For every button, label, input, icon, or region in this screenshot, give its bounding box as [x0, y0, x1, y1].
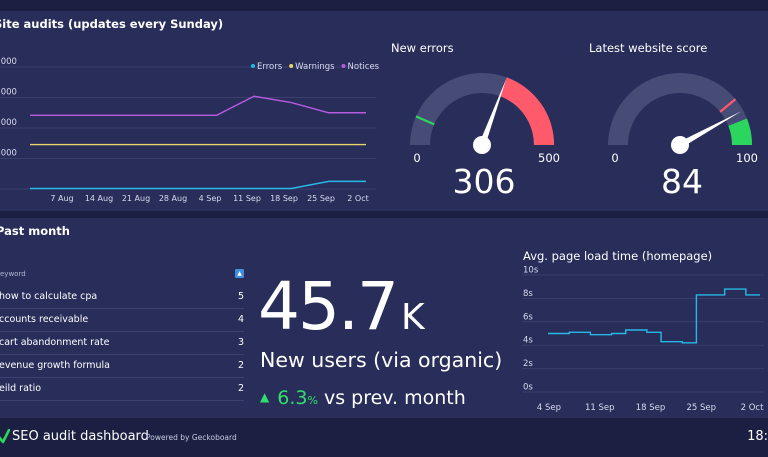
load-x-tick-label: 4 Sep: [537, 403, 561, 413]
change-label: vs prev. month: [323, 387, 466, 409]
load-y-tick-label: 4s: [523, 336, 533, 346]
website-score-min: 0: [611, 151, 618, 165]
y-tick-label: ,000: [0, 118, 17, 128]
keyword-row: ccounts receivable 4: [0, 308, 244, 332]
website-score-title: Latest website score: [589, 41, 708, 55]
new-users-number: 45.7: [258, 268, 399, 345]
legend-dot-notices: [341, 64, 346, 68]
website-score-needle-hub: [671, 136, 689, 154]
new-errors-title: New errors: [391, 41, 454, 55]
legend-dot-warnings: [289, 64, 294, 68]
dashboard-title: SEO audit dashboard: [12, 429, 149, 444]
keyword-count: 2: [237, 383, 244, 394]
new-errors-min: 0: [413, 151, 420, 165]
new-users-unit: K: [400, 297, 425, 338]
new-errors-value-fill: [499, 77, 554, 145]
y-tick-label: ,000: [0, 149, 17, 159]
load-x-tick-label: 2 Oct: [741, 403, 764, 413]
change-percent-sign: %: [307, 394, 318, 407]
load-x-tick-label: 11 Sep: [585, 403, 615, 413]
x-tick-label: 18 Sep: [270, 194, 298, 203]
keyword-row: how to calculate cpa 5: [0, 285, 244, 309]
x-tick-label: 11 Sep: [233, 194, 261, 203]
legend-label-warnings: Warnings: [295, 62, 335, 72]
load-y-tick-label: 0s: [523, 383, 533, 393]
legend-dot-errors: [251, 64, 255, 68]
load-x-tick-label: 25 Sep: [686, 403, 716, 413]
new-errors-max: 500: [538, 151, 560, 165]
site-audits-panel: Site audits (updates every Sunday) ,000,…: [0, 11, 381, 211]
keyword-table-header: eyword ▲: [0, 269, 244, 278]
new-errors-needle: [478, 79, 507, 147]
keyword-row: cart abandonment rate 3: [0, 331, 244, 355]
past-month-title: Past month: [0, 224, 70, 238]
up-arrow-icon: ▲: [260, 390, 270, 404]
keyword-text: how to calculate cpa: [0, 291, 98, 302]
x-tick-label: 28 Aug: [159, 194, 187, 203]
keyword-text: ccounts receivable: [0, 314, 89, 325]
footer: SEO audit dashboard Powered by Geckoboar…: [0, 418, 768, 457]
keyword-text: evenue growth formula: [0, 360, 110, 371]
legend-label-errors: Errors: [257, 62, 283, 72]
keyword-count: 3: [237, 337, 244, 348]
website-score-max: 100: [736, 151, 758, 165]
site-audits-chart: ,000 ,000 ,000 ,000 7 Aug 14 Aug 21 Aug 28 Aug 4…: [0, 57, 380, 203]
x-tick-label: 2 Oct: [347, 194, 368, 203]
load-y-tick-label: 6s: [523, 312, 533, 322]
new-users-value: 45.7 K: [258, 268, 425, 345]
website-score-needle: [678, 111, 742, 148]
load-y-tick-label: 10s: [523, 266, 539, 276]
y-tick-label: ,000: [0, 57, 17, 67]
website-score-track: [608, 73, 752, 145]
load-y-tick-label: 8s: [523, 289, 533, 299]
website-score-value: 84: [661, 162, 703, 201]
keyword-text: eild ratio: [0, 383, 42, 394]
new-errors-green-marker: [415, 115, 435, 126]
new-errors-value: 306: [453, 162, 516, 201]
keyword-count: 4: [237, 314, 244, 325]
x-tick-label: 21 Aug: [122, 194, 150, 203]
site-audits-title: Site audits (updates every Sunday): [0, 17, 224, 31]
legend-label-notices: Notices: [348, 62, 380, 72]
keyword-count: 2: [237, 360, 244, 371]
x-tick-label: 4 Sep: [199, 194, 222, 203]
series-line-notices: [30, 95, 366, 116]
load-time-title: Avg. page load time (homepage): [523, 249, 713, 263]
change-row: ▲ 6.3% vs prev. month: [260, 387, 466, 409]
powered-by: Powered by Geckoboard: [146, 433, 237, 442]
load-time-chart: 10s 8s 6s 4s 2s 0s 4 Sep 11 Sep 18 Sep 25 Sep 2 Oc…: [522, 266, 764, 413]
website-score-green-zone: [728, 118, 752, 145]
check-logo-icon: [0, 429, 10, 444]
keyword-row: evenue growth formula 2: [0, 354, 244, 378]
change-percent: 6.3: [277, 387, 308, 409]
x-tick-label: 25 Sep: [307, 194, 335, 203]
keyword-text: cart abandonment rate: [0, 337, 110, 348]
y-tick-label: ,000: [0, 88, 17, 98]
new-errors-needle-hub: [473, 136, 491, 154]
x-tick-label: 14 Aug: [85, 194, 113, 203]
new-users-label: New users (via organic): [260, 348, 503, 372]
keyword-column-header: eyword: [0, 270, 26, 278]
gauges-panel: New errors Latest website score 0 500 306 0…: [381, 11, 768, 211]
clock: 18:: [747, 429, 768, 444]
load-y-tick-label: 2s: [523, 359, 533, 369]
keyword-count: 5: [237, 291, 244, 302]
keyword-row: eild ratio 2: [0, 377, 244, 401]
website-score-red-marker: [719, 98, 737, 113]
load-x-tick-label: 18 Sep: [636, 403, 666, 413]
load-time-line: [548, 288, 760, 344]
sort-icon[interactable]: ▲: [235, 269, 244, 278]
past-month-panel: Past month eyword ▲ how to calculate cpa…: [0, 218, 768, 418]
x-tick-label: 7 Aug: [50, 194, 73, 203]
gauges-svg: 0 500 306 0 100 84: [410, 73, 758, 201]
series-line-errors: [30, 180, 366, 190]
